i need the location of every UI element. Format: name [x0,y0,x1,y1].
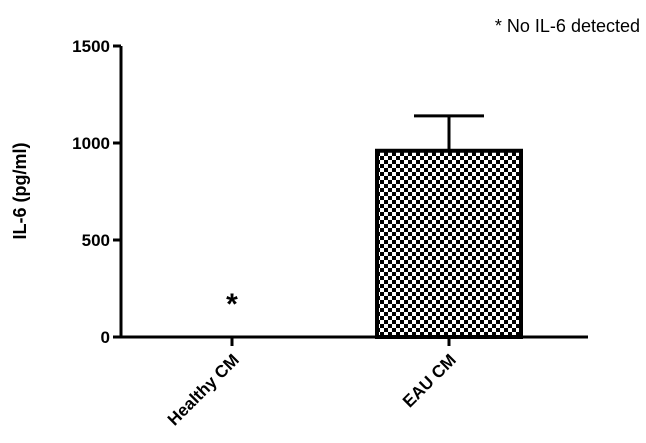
y-axis-label: IL-6 (pg/ml) [10,143,30,240]
markers: * [226,288,238,321]
x-tick-label: Healthy CM [164,350,243,429]
x-tick-label: EAU CM [399,350,460,411]
x-tick-labels: Healthy CM EAU CM [164,337,460,429]
y-tick-label: 500 [82,231,110,250]
error-bars [414,114,484,151]
y-tick-label: 1500 [72,37,110,56]
y-tick-label: 0 [101,328,110,347]
y-tick-label: 1000 [72,134,110,153]
y-ticks: 0 500 1000 1500 [72,37,121,347]
bar-eau-cm [375,148,523,339]
annotation-note: * No IL-6 detected [495,16,640,36]
asterisk-marker: * [226,288,238,321]
bars [375,148,523,339]
